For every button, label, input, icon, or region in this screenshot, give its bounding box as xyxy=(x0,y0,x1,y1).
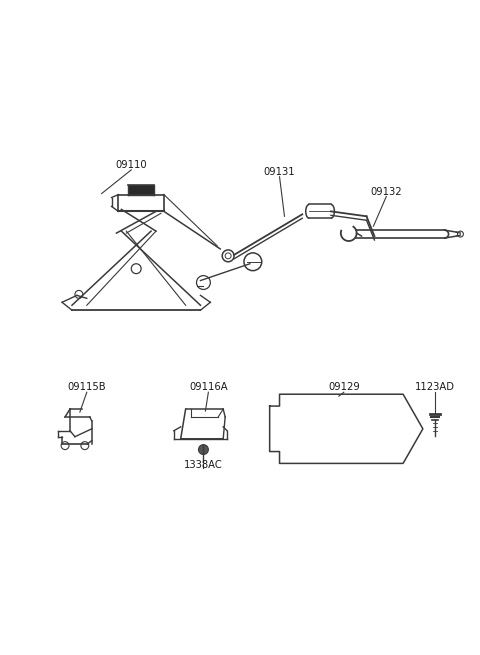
Text: 1123AD: 1123AD xyxy=(415,383,455,392)
Text: 09131: 09131 xyxy=(264,167,295,177)
Text: 09129: 09129 xyxy=(328,383,360,392)
Text: 09115B: 09115B xyxy=(68,383,106,392)
Text: 09116A: 09116A xyxy=(189,383,228,392)
Text: 09132: 09132 xyxy=(371,187,402,196)
Circle shape xyxy=(199,445,208,455)
FancyBboxPatch shape xyxy=(128,185,154,195)
Text: 09110: 09110 xyxy=(116,160,147,170)
Text: 1338AC: 1338AC xyxy=(184,460,223,470)
